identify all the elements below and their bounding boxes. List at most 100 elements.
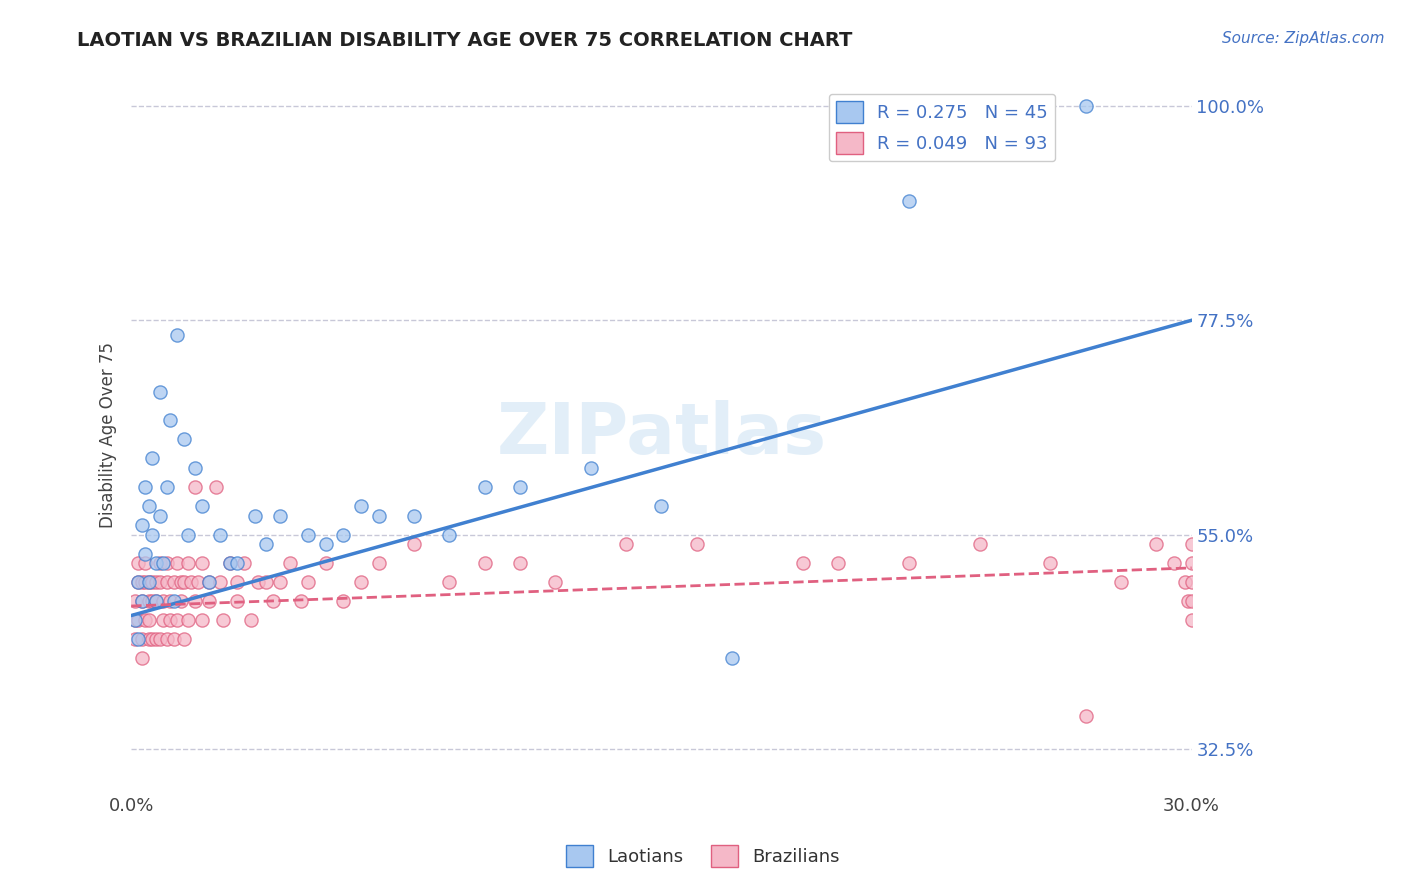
Point (127, 575, 149, 590)
Point (208, 527, 231, 541)
Point (184, 461, 207, 475)
Point (141, 594, 163, 608)
Point (254, 575, 277, 590)
Point (332, 594, 354, 608)
Point (127, 613, 149, 627)
Point (614, 537, 637, 551)
Point (138, 594, 160, 608)
Point (792, 556, 814, 570)
Point (897, 194, 920, 209)
Point (1181, 556, 1204, 570)
Point (155, 480, 177, 494)
Point (439, 575, 461, 590)
Point (191, 499, 214, 513)
Point (138, 632, 160, 647)
Point (350, 499, 373, 513)
Point (474, 556, 496, 570)
Point (297, 527, 319, 541)
Point (159, 413, 181, 427)
Point (134, 547, 156, 561)
Point (240, 613, 263, 627)
Point (152, 613, 174, 627)
Point (145, 594, 167, 608)
Point (198, 594, 221, 608)
Point (402, 508, 425, 523)
Point (243, 508, 266, 523)
Point (226, 556, 249, 570)
Point (145, 594, 167, 608)
Point (439, 527, 461, 541)
Point (315, 556, 337, 570)
Point (131, 575, 153, 590)
Point (177, 527, 200, 541)
Point (145, 575, 167, 590)
Point (1109, 575, 1132, 590)
Point (166, 327, 188, 342)
Text: LAOTIAN VS BRAZILIAN DISABILITY AGE OVER 75 CORRELATION CHART: LAOTIAN VS BRAZILIAN DISABILITY AGE OVER… (77, 31, 852, 50)
Point (205, 480, 228, 494)
Point (350, 575, 373, 590)
Point (127, 575, 149, 590)
Point (187, 575, 209, 590)
Point (219, 556, 242, 570)
Point (184, 480, 207, 494)
Y-axis label: Disability Age Over 75: Disability Age Over 75 (100, 342, 117, 527)
Point (152, 556, 174, 570)
Point (177, 556, 200, 570)
Point (124, 613, 146, 627)
Point (1177, 594, 1199, 608)
Point (163, 575, 186, 590)
Point (141, 451, 163, 466)
Point (173, 575, 195, 590)
Point (145, 632, 167, 647)
Point (180, 575, 202, 590)
Point (1074, 99, 1097, 113)
Text: Source: ZipAtlas.com: Source: ZipAtlas.com (1222, 31, 1385, 46)
Point (474, 480, 496, 494)
Point (969, 537, 991, 551)
Point (247, 575, 270, 590)
Point (163, 632, 186, 647)
Point (1074, 708, 1097, 723)
Point (198, 575, 221, 590)
Point (1144, 537, 1167, 551)
Point (134, 480, 156, 494)
Point (124, 632, 146, 647)
Point (138, 575, 160, 590)
Point (138, 575, 160, 590)
Point (148, 575, 170, 590)
Point (269, 575, 291, 590)
Point (198, 575, 221, 590)
Point (148, 556, 170, 570)
Point (191, 613, 214, 627)
Point (134, 613, 156, 627)
Point (173, 632, 195, 647)
Point (1181, 575, 1204, 590)
Point (134, 556, 156, 570)
Point (124, 613, 146, 627)
Point (124, 594, 146, 608)
Point (721, 651, 744, 665)
Point (166, 613, 188, 627)
Point (212, 613, 235, 627)
Point (152, 594, 174, 608)
Point (219, 556, 242, 570)
Point (131, 632, 153, 647)
Point (177, 613, 200, 627)
Point (262, 594, 284, 608)
Point (269, 508, 291, 523)
Point (159, 613, 181, 627)
Point (155, 632, 177, 647)
Point (367, 556, 389, 570)
Point (367, 508, 389, 523)
Point (1181, 594, 1204, 608)
Point (827, 556, 849, 570)
Point (1173, 575, 1195, 590)
Point (131, 594, 153, 608)
Point (1163, 556, 1185, 570)
Point (148, 632, 170, 647)
Point (141, 575, 163, 590)
Point (402, 537, 425, 551)
Point (297, 575, 319, 590)
Point (650, 499, 672, 513)
